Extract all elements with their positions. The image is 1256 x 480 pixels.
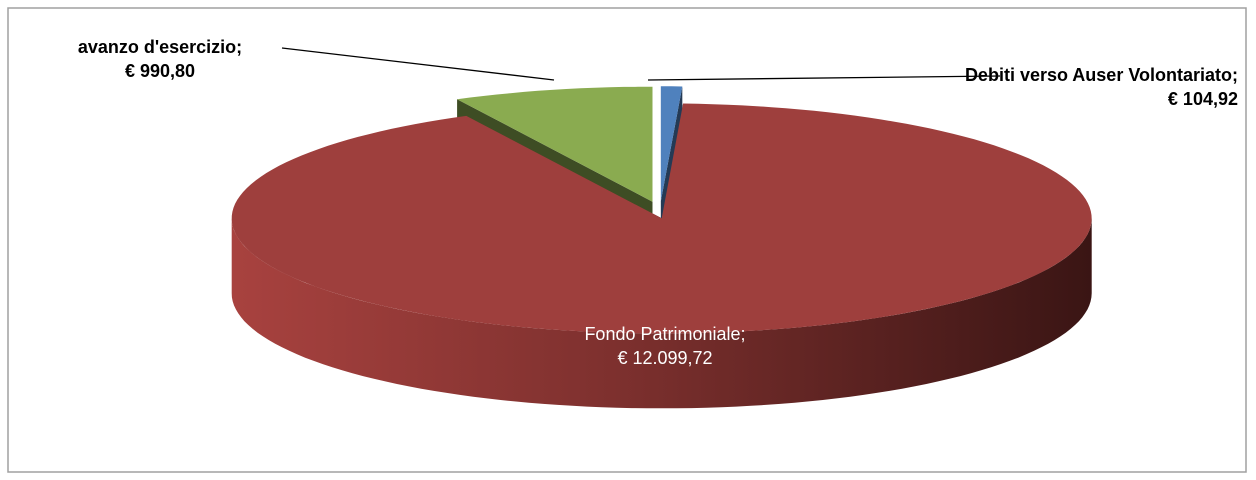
category-name: avanzo d'esercizio [78,37,236,57]
leader-line [647,75,1001,81]
data-label: Debiti verso Auser Volontariato; [965,65,1238,85]
value-label: € 104,92 [1168,89,1238,109]
slice [660,86,683,202]
data-label: avanzo d'esercizio; [78,37,242,57]
leader-line [281,47,555,81]
pie [231,86,1092,409]
label-separator: ; [1232,65,1238,85]
data-label: Fondo Patrimoniale; [584,324,745,344]
labels: Debiti verso Auser Volontariato; € 104,92… [78,37,1238,368]
value-label: € 12.099,72 [617,348,712,368]
category-name: Fondo Patrimoniale [584,324,740,344]
slice-side [231,218,1092,409]
label-separator: ; [236,37,242,57]
slice [457,86,653,202]
value-label: € 990,80 [125,61,195,81]
label-separator: ; [741,324,746,344]
slice [231,103,1092,334]
category-name: Debiti verso Auser Volontariato [965,65,1232,85]
